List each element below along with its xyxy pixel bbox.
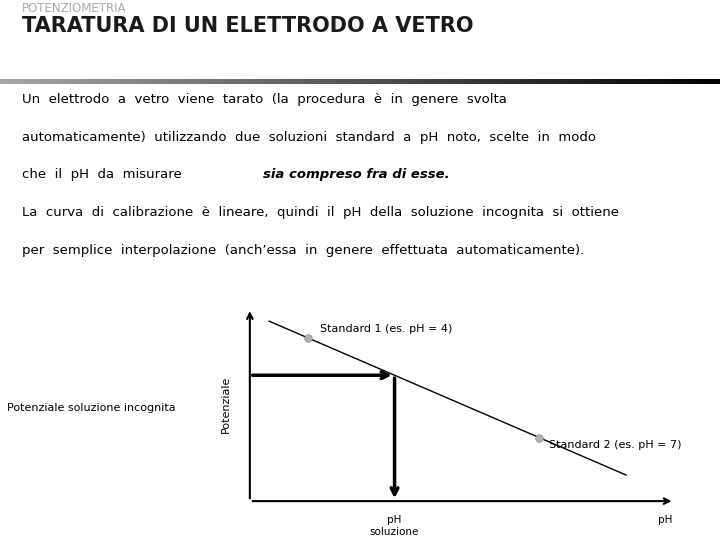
Text: Standard 1 (es. pH = 4): Standard 1 (es. pH = 4) [320, 325, 452, 334]
Text: Potenziale soluzione incognita: Potenziale soluzione incognita [7, 403, 176, 413]
Text: Potenziale: Potenziale [221, 376, 230, 434]
Text: Un  elettrodo  a  vetro  viene  tarato  (la  procedura  è  in  genere  svolta: Un elettrodo a vetro viene tarato (la pr… [22, 93, 506, 106]
Text: TARATURA DI UN ELETTRODO A VETRO: TARATURA DI UN ELETTRODO A VETRO [22, 16, 473, 36]
Text: Standard 2 (es. pH = 7): Standard 2 (es. pH = 7) [549, 440, 681, 450]
Text: che  il  pH  da  misurare: che il pH da misurare [22, 168, 190, 181]
Text: La  curva  di  calibrazione  è  lineare,  quindi  il  pH  della  soluzione  inco: La curva di calibrazione è lineare, quin… [22, 206, 618, 219]
Text: POTENZIOMETRIA: POTENZIOMETRIA [22, 2, 126, 15]
Text: sia compreso fra di esse.: sia compreso fra di esse. [263, 168, 449, 181]
Text: pH
soluzione
incognita: pH soluzione incognita [370, 515, 419, 540]
Text: per  semplice  interpolazione  (anch’essa  in  genere  effettuata  automaticamen: per semplice interpolazione (anch’essa i… [22, 244, 584, 257]
Text: pH: pH [657, 515, 672, 525]
Text: automaticamente)  utilizzando  due  soluzioni  standard  a  pH  noto,  scelte  i: automaticamente) utilizzando due soluzio… [22, 131, 595, 144]
